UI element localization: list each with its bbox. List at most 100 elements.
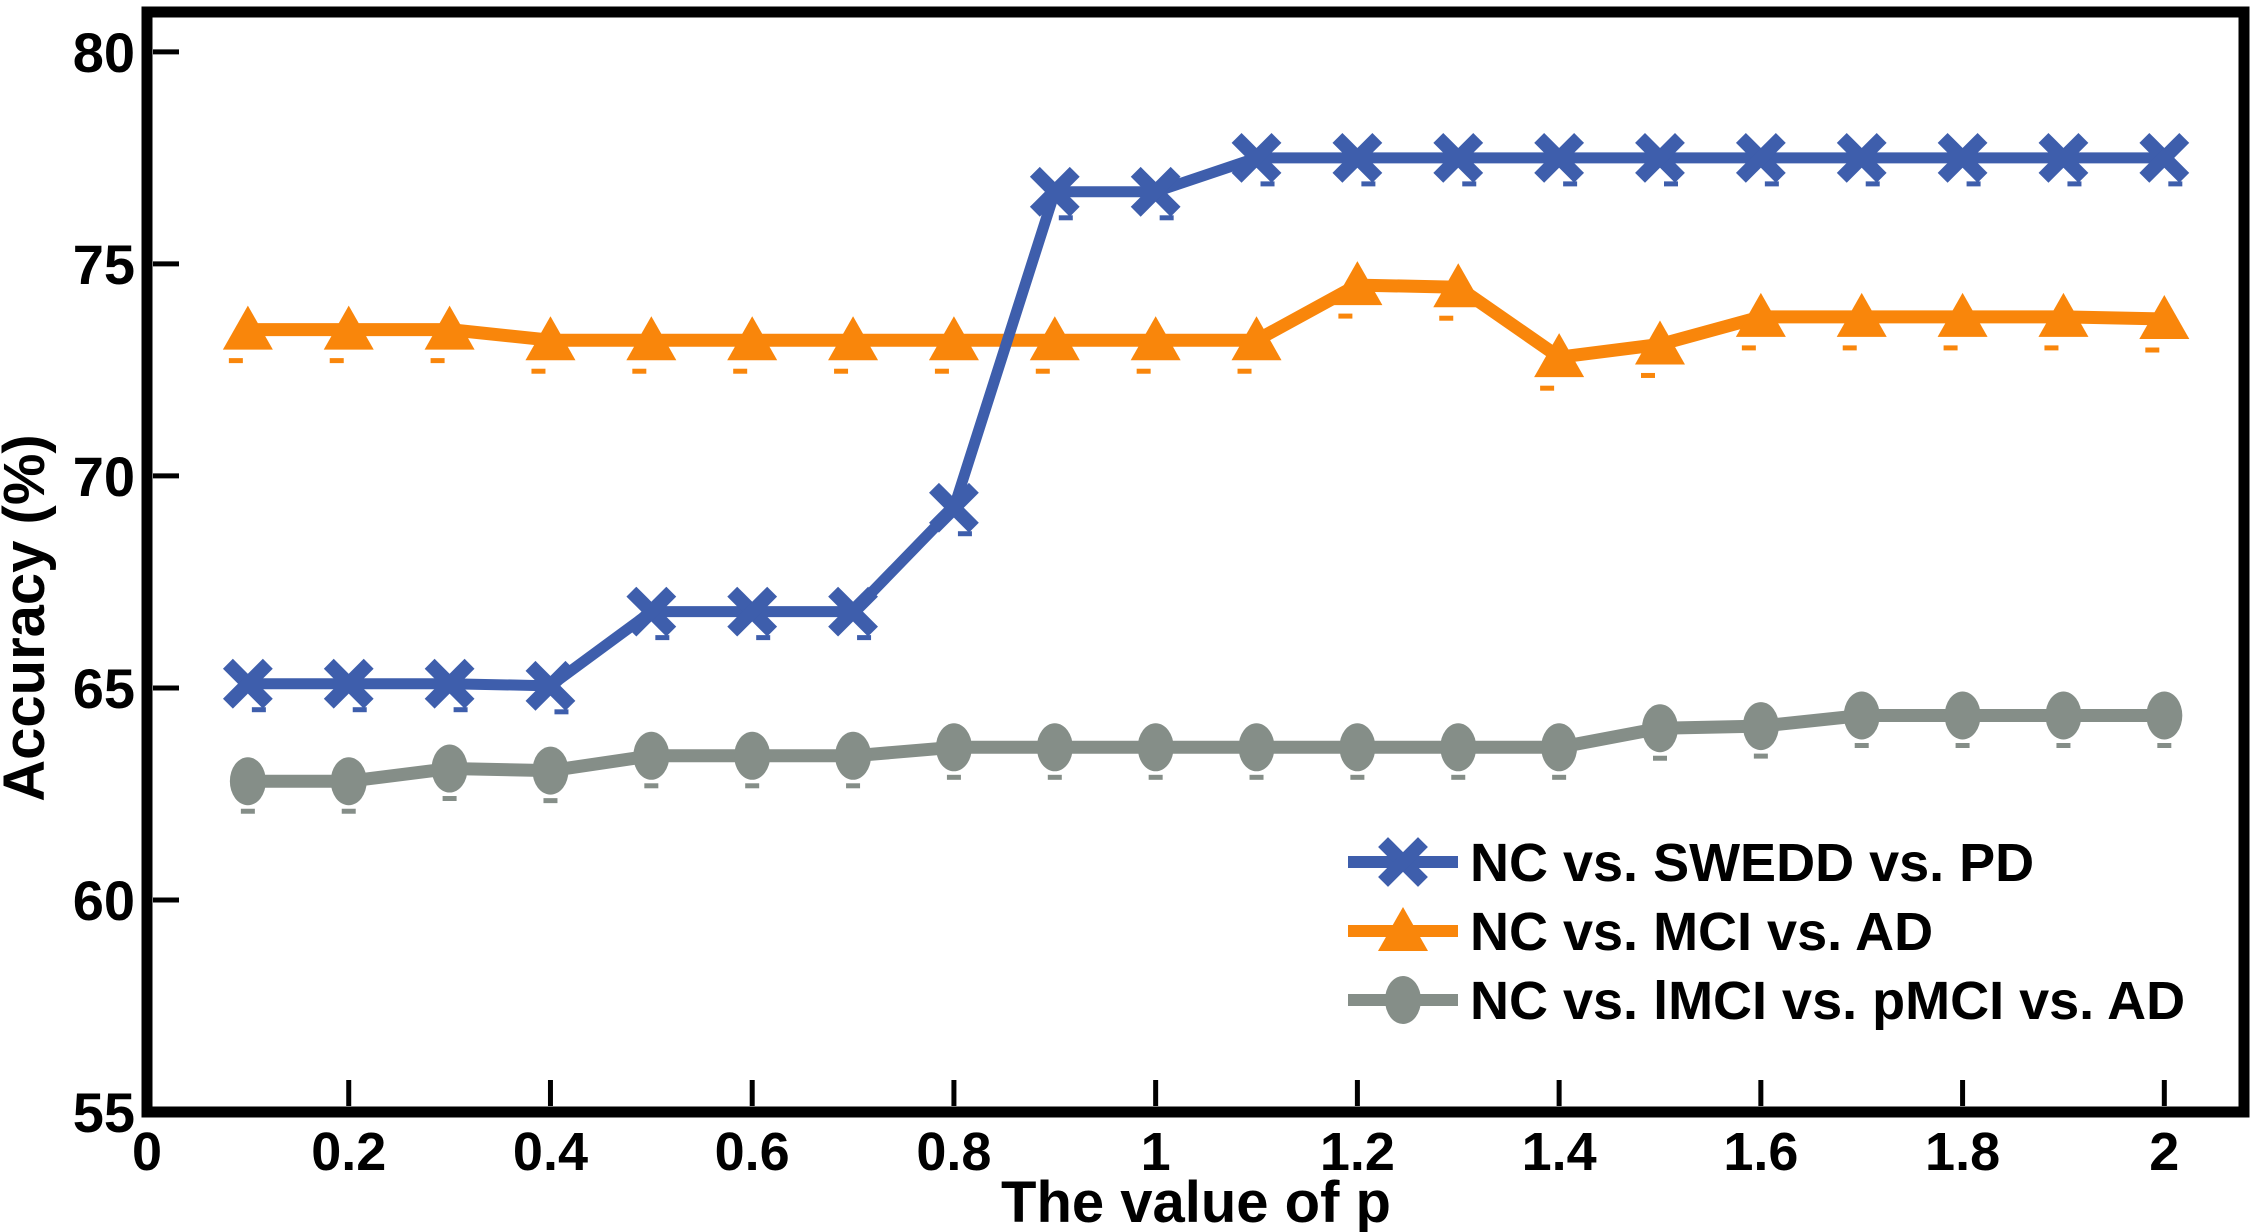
ellipse-marker-icon bbox=[1036, 723, 1073, 772]
x-marker-icon bbox=[1130, 166, 1181, 217]
triangle-marker-icon bbox=[424, 305, 475, 350]
x-marker-icon bbox=[1836, 132, 1887, 183]
triangle-marker-icon bbox=[727, 316, 778, 361]
ellipse-marker-icon bbox=[1339, 723, 1376, 772]
triangle-marker-icon bbox=[2038, 292, 2089, 337]
x-marker-icon bbox=[828, 586, 878, 637]
triangle-marker-icon bbox=[828, 316, 879, 361]
y-tick-label: 55 bbox=[73, 1081, 135, 1144]
y-axis-title: Accuracy (%) bbox=[0, 434, 57, 801]
x-tick-label: 0.6 bbox=[715, 1122, 790, 1182]
ellipse-marker-icon bbox=[431, 744, 468, 793]
triangle-marker-icon bbox=[1231, 316, 1282, 361]
ellipse-marker-icon bbox=[229, 757, 266, 806]
x-tick-label: 1.2 bbox=[1320, 1122, 1395, 1182]
legend: NC vs. SWEDD vs. PD NC vs. MCI vs. AD NC v… bbox=[1348, 833, 2185, 1031]
legend-item-nc-vs-mci-vs-ad: NC vs. MCI vs. AD bbox=[1348, 902, 1933, 962]
x-marker-icon bbox=[1029, 166, 1080, 217]
ellipse-marker-icon bbox=[935, 723, 972, 772]
ellipse-marker-icon bbox=[835, 731, 872, 780]
x-marker-icon bbox=[222, 658, 273, 709]
x-marker-icon bbox=[1534, 132, 1585, 183]
ellipse-marker-icon bbox=[330, 757, 367, 806]
series-nc-vs-swedd-vs-pd bbox=[222, 132, 2190, 715]
ellipse-marker-icon bbox=[734, 731, 771, 780]
x-tick-label: 2 bbox=[2149, 1122, 2179, 1182]
triangle-marker-icon bbox=[1937, 292, 1988, 337]
legend-item-nc-vs-swedd-vs-pd: NC vs. SWEDD vs. PD bbox=[1348, 833, 2034, 893]
triangle-marker-icon bbox=[1534, 333, 1585, 378]
ellipse-marker-icon bbox=[633, 731, 670, 780]
y-tick-label: 60 bbox=[73, 869, 135, 932]
x-marker-icon bbox=[424, 658, 475, 709]
x-marker-icon bbox=[323, 658, 374, 709]
x-marker-icon bbox=[1332, 132, 1383, 183]
x-axis-ticks: 0 0.2 0.4 0.6 0.8 1 1.2 1.4 1.6 1.8 2 bbox=[132, 1080, 2179, 1182]
x-marker-icon bbox=[2139, 132, 2190, 183]
ellipse-marker-icon bbox=[1641, 704, 1678, 753]
ellipse-marker-icon bbox=[1137, 723, 1174, 772]
ellipse-marker-icon bbox=[2045, 691, 2082, 740]
ellipse-marker-icon bbox=[1238, 723, 1275, 772]
x-axis-title: The value of p bbox=[1001, 1170, 1391, 1232]
y-tick-label: 80 bbox=[73, 21, 135, 84]
series-line bbox=[247, 278, 2165, 364]
ellipse-marker-icon bbox=[1541, 723, 1578, 772]
triangle-marker-icon bbox=[1735, 292, 1786, 337]
legend-label: NC vs. lMCI vs. pMCI vs. AD bbox=[1470, 971, 2185, 1031]
x-tick-label: 0 bbox=[132, 1122, 162, 1182]
x-marker-icon bbox=[626, 586, 677, 637]
triangle-marker-icon bbox=[1634, 320, 1685, 365]
triangle-marker-icon bbox=[626, 316, 677, 361]
x-marker-icon bbox=[1635, 132, 1685, 183]
triangle-marker-icon bbox=[1332, 261, 1383, 306]
x-tick-label: 1 bbox=[1141, 1122, 1171, 1182]
legend-label: NC vs. MCI vs. AD bbox=[1470, 902, 1933, 962]
series-line bbox=[247, 152, 2165, 692]
x-tick-label: 0.2 bbox=[311, 1122, 386, 1182]
triangle-marker-icon bbox=[222, 305, 273, 350]
triangle-marker-icon bbox=[1433, 263, 1484, 308]
legend-triangle-marker-icon bbox=[1378, 907, 1428, 951]
legend-x-marker-icon bbox=[1378, 837, 1428, 887]
ellipse-marker-icon bbox=[1742, 702, 1779, 751]
plot-frame bbox=[141, 6, 2250, 1118]
legend-ellipse-marker-icon bbox=[1385, 976, 1421, 1024]
triangle-marker-icon bbox=[1029, 316, 1080, 361]
data-series bbox=[222, 132, 2190, 814]
x-marker-icon bbox=[1433, 132, 1484, 183]
x-marker-icon bbox=[727, 586, 778, 637]
x-marker-icon bbox=[1231, 132, 1282, 183]
ellipse-marker-icon bbox=[2146, 691, 2183, 740]
y-tick-label: 70 bbox=[73, 445, 135, 508]
ellipse-marker-icon bbox=[1440, 723, 1477, 772]
x-tick-label: 1.4 bbox=[1522, 1122, 1597, 1182]
y-tick-label: 75 bbox=[73, 233, 135, 296]
triangle-marker-icon bbox=[323, 305, 374, 350]
triangle-marker-icon bbox=[2139, 295, 2190, 340]
legend-item-nc-vs-lmci-vs-pmci-vs-ad: NC vs. lMCI vs. pMCI vs. AD bbox=[1348, 971, 2185, 1031]
x-marker-icon bbox=[525, 660, 576, 711]
x-tick-label: 0.8 bbox=[916, 1122, 991, 1182]
x-marker-icon bbox=[2038, 132, 2089, 183]
series-nc-vs-lmci-vs-pmci-vs-ad bbox=[229, 691, 2183, 814]
y-tick-label: 65 bbox=[73, 657, 135, 720]
triangle-marker-icon bbox=[928, 316, 979, 361]
ellipse-marker-icon bbox=[1843, 691, 1880, 740]
x-marker-icon bbox=[1735, 132, 1786, 183]
x-marker-icon bbox=[929, 482, 979, 533]
x-tick-label: 1.6 bbox=[1723, 1122, 1798, 1182]
x-marker-icon bbox=[1937, 132, 1988, 183]
ellipse-marker-icon bbox=[1944, 691, 1981, 740]
x-tick-label: 0.4 bbox=[513, 1122, 588, 1182]
triangle-marker-icon bbox=[525, 316, 576, 361]
x-tick-label: 1.8 bbox=[1925, 1122, 2000, 1182]
triangle-marker-icon bbox=[1836, 292, 1887, 337]
triangle-marker-icon bbox=[1130, 316, 1181, 361]
legend-label: NC vs. SWEDD vs. PD bbox=[1470, 833, 2034, 893]
ellipse-marker-icon bbox=[532, 746, 569, 795]
series-nc-vs-mci-vs-ad bbox=[222, 261, 2190, 391]
y-axis-ticks: 55 60 65 70 75 80 bbox=[73, 21, 179, 1144]
